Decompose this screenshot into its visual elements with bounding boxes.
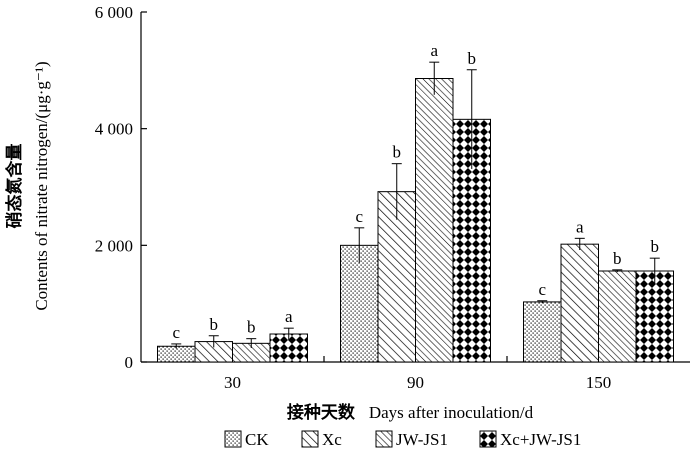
x-axis-title-cn: 接种天数 — [287, 402, 356, 423]
legend-label: CK — [245, 430, 269, 449]
bar-ck-day-30 — [157, 345, 196, 363]
bar-xc-jw-js1-day-150 — [635, 270, 674, 363]
significance-letter: a — [576, 217, 584, 236]
legend-swatch — [479, 430, 497, 448]
legend-label: Xc — [322, 430, 342, 449]
y-tick-label: 6 000 — [95, 3, 133, 22]
y-tick-label: 0 — [125, 353, 134, 372]
y-axis-title-cn: 硝态氮含量 — [4, 144, 25, 229]
legend-swatch — [375, 430, 393, 448]
bar-jw-js1-day-90 — [415, 78, 454, 363]
y-axis-title-en: Contents of nitrate nitrogen/(μg·g⁻¹) — [32, 61, 51, 310]
significance-letter: b — [468, 49, 477, 68]
significance-letter: b — [651, 237, 660, 256]
bar-jw-js1-day-150 — [598, 270, 637, 363]
significance-letter: a — [285, 307, 293, 326]
x-tick-label: 30 — [224, 373, 241, 392]
significance-letter: b — [393, 143, 402, 162]
y-tick-label: 2 000 — [95, 236, 133, 255]
x-axis-title-en: Days after inoculation/d — [369, 403, 534, 422]
significance-letter: c — [538, 280, 546, 299]
bar-ck-day-90 — [340, 244, 379, 363]
legend-label: Xc+JW-JS1 — [500, 430, 581, 449]
bar-xc-day-150 — [560, 243, 599, 363]
y-tick-label: 4 000 — [95, 120, 133, 139]
significance-letter: c — [172, 323, 180, 342]
significance-letter: a — [430, 41, 438, 60]
legend-swatch — [224, 430, 242, 448]
x-axis-title: 接种天数 Days after inoculation/d — [287, 402, 534, 423]
bar-ck-day-150 — [523, 301, 562, 363]
x-tick-label: 90 — [407, 373, 424, 392]
legend-label: JW-JS1 — [396, 430, 448, 449]
legend-swatch — [301, 430, 319, 448]
legend: CK Xc JW-JS1 Xc+JW-JS1 — [224, 430, 581, 449]
significance-letter: b — [613, 249, 622, 268]
x-tick-label: 150 — [586, 373, 612, 392]
significance-letter: c — [355, 207, 363, 226]
significance-letter: b — [247, 318, 256, 337]
significance-letter: b — [210, 315, 219, 334]
